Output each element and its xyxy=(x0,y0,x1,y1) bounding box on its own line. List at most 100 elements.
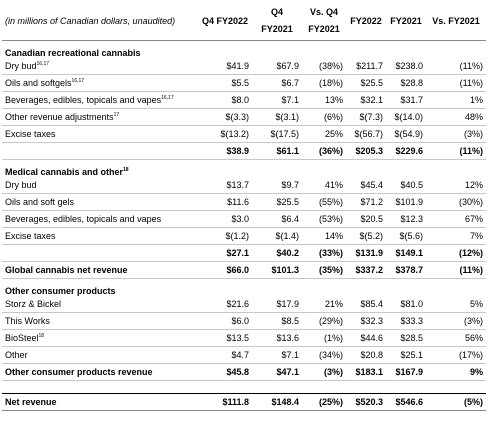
empty-cell xyxy=(302,41,346,59)
row-label: Beverages, edibles, topicals and vapes16… xyxy=(2,91,198,109)
value-cell: 56% xyxy=(426,329,486,347)
item-row: Dry bud $13.7 $9.7 41% $45.4 $40.5 12% xyxy=(2,177,486,194)
value-cell: $28.8 xyxy=(386,74,426,92)
value-cell: (3%) xyxy=(426,312,486,330)
value-cell: $205.3 xyxy=(346,142,386,160)
row-label: Global cannabis net revenue xyxy=(2,261,198,279)
value-cell: 14% xyxy=(302,227,346,245)
label-text: Excise taxes xyxy=(5,129,56,139)
value-cell: (1%) xyxy=(302,329,346,347)
label-text: Global cannabis net revenue xyxy=(5,265,128,275)
row-label: Medical cannabis and other18 xyxy=(2,160,198,177)
label-text: Excise taxes xyxy=(5,231,56,241)
row-label: Net revenue xyxy=(2,393,198,411)
section-row: Medical cannabis and other18 xyxy=(2,160,486,178)
row-label xyxy=(2,142,198,160)
caption: (in millions of Canadian dollars, unaudi… xyxy=(2,2,198,41)
value-cell: $25.5 xyxy=(346,74,386,92)
item-row: Dry bud16,17 $41.9 $67.9 (38%) $211.7 $238.0(… xyxy=(2,58,486,75)
label-text: Oils and softgels xyxy=(5,78,72,88)
value-cell: $183.1 xyxy=(346,363,386,381)
value-cell: $32.1 xyxy=(346,91,386,109)
label-text: Canadian recreational cannabis xyxy=(5,48,141,58)
value-cell: $211.7 xyxy=(346,58,386,75)
value-cell: $85.4 xyxy=(346,296,386,313)
footnote-ref: 18 xyxy=(38,333,45,339)
empty-cell xyxy=(252,41,302,59)
value-cell: 67% xyxy=(426,210,486,228)
value-cell: $8.0 xyxy=(198,91,252,109)
column-header: FY2021 xyxy=(386,2,426,41)
value-cell: $12.3 xyxy=(386,210,426,228)
row-label xyxy=(2,244,198,262)
value-cell: $7.1 xyxy=(252,91,302,109)
value-cell: (29%) xyxy=(302,312,346,330)
value-cell: $(17.5) xyxy=(252,125,302,143)
row-label: Dry bud xyxy=(2,177,198,194)
label-text: Beverages, edibles, topicals and vapes xyxy=(5,214,162,224)
value-cell: $41.9 xyxy=(198,58,252,75)
value-cell: $(14.0) xyxy=(386,108,426,126)
value-cell: $(54.9) xyxy=(386,125,426,143)
spacer-cell xyxy=(346,381,386,394)
value-cell: (11%) xyxy=(426,142,486,160)
value-cell: (33%) xyxy=(302,244,346,262)
value-cell: 1% xyxy=(426,91,486,109)
label-text: Medical cannabis and other xyxy=(5,167,124,177)
row-label: Excise taxes xyxy=(2,125,198,143)
label-text: Dry bud xyxy=(5,61,37,71)
value-cell: $(3.1) xyxy=(252,108,302,126)
value-cell: $101.9 xyxy=(386,193,426,211)
value-cell: $(7.3) xyxy=(346,108,386,126)
value-cell: $25.5 xyxy=(252,193,302,211)
empty-cell xyxy=(252,160,302,178)
value-cell: $(13.2) xyxy=(198,125,252,143)
value-cell: $546.6 xyxy=(386,393,426,411)
item-row: Other revenue adjustments17 $(3.3) $(3.1)(… xyxy=(2,108,486,126)
value-cell: $3.0 xyxy=(198,210,252,228)
value-cell: $7.1 xyxy=(252,346,302,364)
item-row: Oils and softgels16,17 $5.5 $6.7 (18%) $25.5… xyxy=(2,74,486,92)
value-cell: $131.9 xyxy=(346,244,386,262)
value-cell: $6.7 xyxy=(252,74,302,92)
row-label: Dry bud16,17 xyxy=(2,58,198,75)
value-cell: $71.2 xyxy=(346,193,386,211)
spacer-cell xyxy=(198,381,252,394)
value-cell: $28.5 xyxy=(386,329,426,347)
value-cell: (12%) xyxy=(426,244,486,262)
value-cell: (34%) xyxy=(302,346,346,364)
value-cell: 48% xyxy=(426,108,486,126)
value-cell: $67.9 xyxy=(252,58,302,75)
label-text: Beverages, edibles, topicals and vapes xyxy=(5,95,162,105)
empty-cell xyxy=(386,160,426,178)
spacer-row xyxy=(2,381,486,394)
row-label: Oils and soft gels xyxy=(2,193,198,211)
empty-cell xyxy=(198,41,252,59)
value-cell: $101.3 xyxy=(252,261,302,279)
empty-cell xyxy=(346,279,386,297)
row-label: This Works xyxy=(2,312,198,330)
value-cell: $13.5 xyxy=(198,329,252,347)
footnote-ref: 16,17 xyxy=(161,95,174,101)
spacer-cell xyxy=(252,381,302,394)
value-cell: $47.1 xyxy=(252,363,302,381)
value-cell: $40.2 xyxy=(252,244,302,262)
row-label: Other consumer products revenue xyxy=(2,363,198,381)
spacer-cell xyxy=(386,381,426,394)
value-cell: 21% xyxy=(302,296,346,313)
value-cell: $378.7 xyxy=(386,261,426,279)
empty-cell xyxy=(252,279,302,297)
value-cell: $520.3 xyxy=(346,393,386,411)
table-body: Canadian recreational cannabis Dry bud16,… xyxy=(2,41,486,411)
value-cell: $11.6 xyxy=(198,193,252,211)
value-cell: (6%) xyxy=(302,108,346,126)
value-cell: $(3.3) xyxy=(198,108,252,126)
spacer-cell xyxy=(426,381,486,394)
value-cell: $9.7 xyxy=(252,177,302,194)
value-cell: $17.9 xyxy=(252,296,302,313)
value-cell: (38%) xyxy=(302,58,346,75)
empty-cell xyxy=(426,41,486,59)
value-cell: $5.5 xyxy=(198,74,252,92)
value-cell: 25% xyxy=(302,125,346,143)
